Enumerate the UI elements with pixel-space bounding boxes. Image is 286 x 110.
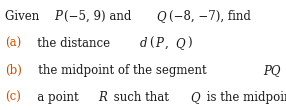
Text: Q: Q	[175, 37, 184, 50]
Text: (−5, 9) and: (−5, 9) and	[64, 10, 136, 23]
Text: (b): (b)	[5, 64, 22, 77]
Text: (a): (a)	[5, 37, 21, 50]
Text: ,: ,	[165, 37, 173, 50]
Text: P: P	[155, 37, 163, 50]
Text: the midpoint of the segment: the midpoint of the segment	[27, 64, 210, 77]
Text: a point: a point	[26, 91, 82, 104]
Text: such that: such that	[110, 91, 172, 104]
Text: the distance: the distance	[26, 37, 114, 50]
Text: Given: Given	[5, 10, 43, 23]
Text: P: P	[54, 10, 62, 23]
Text: is the midpoint of: is the midpoint of	[203, 91, 286, 104]
Text: (: (	[149, 37, 154, 50]
Text: ): )	[187, 37, 192, 50]
Text: (c): (c)	[5, 91, 21, 104]
Text: d: d	[140, 37, 147, 50]
Text: (−8, −7), find: (−8, −7), find	[168, 10, 251, 23]
Text: Q: Q	[156, 10, 166, 23]
Text: Q: Q	[191, 91, 200, 104]
Text: R: R	[98, 91, 107, 104]
Text: PQ: PQ	[263, 64, 281, 77]
